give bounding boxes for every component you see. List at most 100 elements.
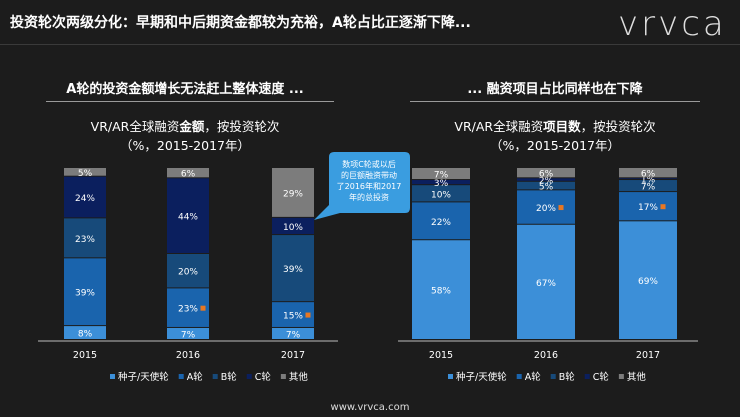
left-panel-heading: A轮的投资金额增长无法赶上整体速度 ... (66, 82, 304, 97)
data-label-c-round-2017: 1% (641, 176, 656, 186)
callout-line-2: 的巨额融资带动 (341, 170, 397, 180)
bar-segment-other-2015 (64, 168, 106, 176)
highlight-marker-2016 (558, 205, 564, 211)
data-label-b-round-2017: 39% (283, 265, 303, 275)
legend-label-b-round: B轮 (559, 371, 576, 383)
data-label-seed-angel-2016: 7% (181, 330, 196, 340)
bar-segment-c-round-2017 (272, 217, 314, 235)
right-panel-heading: ... 融资项目占比同样也在下降 (467, 82, 643, 97)
legend-label-c-round: C轮 (593, 371, 610, 383)
legend-swatch-a-round (516, 374, 522, 379)
title-divider (0, 44, 740, 45)
data-label-a-round-2017: 15% (283, 312, 303, 322)
bar-segment-other-2017 (272, 168, 314, 217)
legend-label-other: 其他 (289, 371, 309, 383)
data-label-c-round-2016: 44% (178, 213, 198, 223)
bar-segment-seed-angel-2016 (167, 327, 209, 339)
callout-line-4: 年的总投资 (349, 192, 389, 202)
bar-segment-seed-angel-2015 (412, 240, 470, 339)
chart-panel-1: 8% 39% 23% 24% 5% 2015 7% 23% 20% 44% 6% 2016 7% 15% 3… (38, 152, 410, 383)
bar-segment-c-round-2016 (167, 178, 209, 253)
bar-segment-c-round-2015 (412, 180, 470, 185)
bar-segment-b-round-2017 (619, 180, 677, 192)
bar-segment-a-round-2016 (517, 190, 575, 224)
bar-segment-a-round-2015 (64, 258, 106, 326)
brand-logo: vrvca (618, 4, 727, 44)
legend-swatch-c-round (584, 374, 590, 379)
bar-segment-c-round-2015 (64, 176, 106, 218)
slide-title: 投资轮次两级分化：早期和中后期资金都较为充裕，A轮占比正逐渐下降... (10, 15, 471, 31)
bar-segment-c-round-2017 (619, 178, 677, 180)
right-panel-subtitle: VR/AR全球融资项目数，按投资轮次 （%，2015-2017年） (370, 117, 740, 155)
legend-swatch-seed-angel (110, 374, 115, 379)
data-label-other-2017: 29% (283, 189, 303, 199)
highlight-marker-2017 (305, 312, 311, 318)
x-tick-label-2016: 2016 (534, 350, 558, 361)
bar-segment-a-round-2017 (619, 192, 677, 221)
right-subtitle-prefix: VR/AR全球融资 (454, 119, 544, 134)
data-label-c-round-2017: 10% (283, 223, 303, 233)
bar-segment-b-round-2016 (167, 254, 209, 288)
legend-label-seed-angel: 种子/天使轮 (118, 371, 169, 383)
data-label-a-round-2016: 20% (536, 204, 556, 214)
data-label-other-2015: 7% (434, 171, 449, 181)
data-label-a-round-2017: 17% (638, 203, 658, 213)
legend-swatch-b-round (550, 374, 556, 379)
left-panel-subtitle: VR/AR全球融资金额，按投资轮次 （%，2015-2017年） (0, 117, 370, 155)
bar-segment-seed-angel-2016 (517, 224, 575, 339)
bar-segment-other-2015 (412, 168, 470, 180)
callout-line-1: 数项C轮或以后 (342, 159, 396, 169)
data-label-c-round-2015: 24% (75, 194, 95, 204)
legend-swatch-seed-angel (448, 374, 453, 379)
data-label-seed-angel-2017: 69% (638, 277, 658, 287)
legend-label-other: 其他 (627, 371, 647, 383)
right-subtitle-suffix: ，按投资轮次 (580, 119, 656, 134)
bar-segment-other-2017 (619, 168, 677, 178)
x-tick-label-2017: 2017 (281, 350, 305, 361)
data-label-other-2016: 6% (181, 170, 196, 180)
bar-segment-b-round-2017 (272, 235, 314, 302)
bar-segment-b-round-2015 (412, 185, 470, 202)
legend-swatch-c-round (246, 374, 252, 379)
callout-line-3: 了2016年和2017 (337, 181, 402, 191)
legend-swatch-other (280, 374, 286, 379)
data-label-c-round-2015: 3% (434, 179, 449, 189)
bar-segment-other-2016 (167, 168, 209, 178)
data-label-a-round-2015: 39% (75, 289, 95, 299)
data-label-b-round-2016: 5% (539, 183, 554, 193)
chart-panel-2: 58%22%10%3%7%201567%20%5%2%6%201669%17%7… (398, 168, 698, 383)
data-label-b-round-2016: 20% (178, 268, 198, 278)
left-subtitle-suffix: ，按投资轮次 (204, 119, 280, 134)
data-label-b-round-2015: 10% (431, 190, 451, 200)
data-label-seed-angel-2015: 8% (78, 330, 93, 340)
callout-shape (314, 152, 410, 220)
left-subtitle-emphasis: 金额 (179, 119, 205, 134)
callout-box: 数项C轮或以后的巨额融资带动了2016年和2017 年的总投资 (314, 152, 410, 220)
legend-label-a-round: A轮 (525, 371, 541, 383)
bar-segment-seed-angel-2017 (272, 327, 314, 339)
left-subtitle-prefix: VR/AR全球融资 (90, 119, 180, 134)
bar-segment-other-2016 (517, 168, 575, 178)
bar-segment-b-round-2015 (64, 218, 106, 258)
footer-url: www.vrvca.com (330, 402, 410, 413)
legend-label-a-round: A轮 (187, 371, 203, 383)
legend-swatch-b-round (212, 374, 218, 379)
data-label-seed-angel-2016: 67% (536, 279, 556, 289)
data-label-seed-angel-2017: 7% (286, 330, 301, 340)
highlight-marker-2016 (200, 305, 206, 311)
x-tick-label-2016: 2016 (176, 350, 200, 361)
right-subtitle-line2: （%，2015-2017年） (489, 138, 620, 153)
x-tick-label-2017: 2017 (636, 350, 660, 361)
legend-label-c-round: C轮 (255, 371, 272, 383)
bar-segment-b-round-2016 (517, 181, 575, 190)
data-label-other-2015: 5% (78, 169, 93, 179)
bar-segment-a-round-2015 (412, 202, 470, 240)
legend-swatch-other (618, 374, 624, 379)
legend-label-b-round: B轮 (221, 371, 238, 383)
left-subtitle-line2: （%，2015-2017年） (119, 138, 250, 153)
bar-segment-c-round-2016 (517, 178, 575, 181)
bar-segment-seed-angel-2017 (619, 221, 677, 339)
data-label-c-round-2016: 2% (539, 177, 554, 187)
data-label-b-round-2015: 23% (75, 235, 95, 245)
